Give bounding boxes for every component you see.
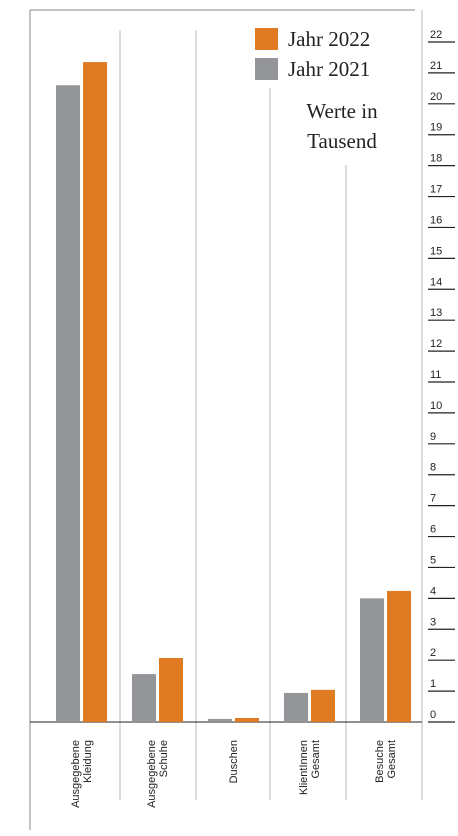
bar bbox=[235, 717, 259, 722]
y-tick-label: 4 bbox=[430, 585, 436, 597]
y-tick-label: 2 bbox=[430, 647, 436, 659]
label-line: Gesamt bbox=[386, 740, 398, 779]
y-tick-label: 0 bbox=[430, 709, 436, 721]
label-line: Ausgegebene bbox=[146, 740, 158, 808]
y-tick-label: 22 bbox=[430, 29, 442, 41]
y-tick-label: 8 bbox=[430, 462, 436, 474]
y-tick-label: 6 bbox=[430, 524, 436, 536]
y-tick-label: 3 bbox=[430, 616, 436, 628]
x-tick-label: BesucheGesamt bbox=[374, 740, 398, 783]
label-line: KlientInnen bbox=[298, 740, 310, 795]
y-tick-label: 13 bbox=[430, 307, 442, 319]
bar bbox=[83, 62, 107, 723]
label-line: Gesamt bbox=[310, 740, 322, 779]
label-line: Schuhe bbox=[158, 740, 170, 777]
annotation: Tausend bbox=[307, 129, 377, 153]
y-tick-label: 20 bbox=[430, 91, 442, 103]
annotation: Werte in bbox=[306, 99, 378, 123]
bar bbox=[56, 85, 80, 723]
y-tick-label: 19 bbox=[430, 122, 442, 134]
y-tick-label: 15 bbox=[430, 245, 442, 257]
y-tick-label: 18 bbox=[430, 153, 442, 165]
y-tick-label: 5 bbox=[430, 554, 436, 566]
label-line: Kleidung bbox=[82, 740, 94, 783]
bar bbox=[387, 590, 411, 722]
x-tick-label: KlientInnenGesamt bbox=[298, 740, 322, 795]
y-tick-label: 9 bbox=[430, 431, 436, 443]
y-tick-label: 17 bbox=[430, 184, 442, 196]
bar bbox=[284, 692, 308, 722]
x-tick-label: AusgegebeneKleidung bbox=[70, 740, 94, 808]
legend-swatch bbox=[255, 28, 278, 50]
legend-swatch bbox=[255, 58, 278, 80]
legend-label: Jahr 2022 bbox=[288, 27, 370, 51]
y-tick-label: 1 bbox=[430, 678, 436, 690]
label-line: Ausgegebene bbox=[70, 740, 82, 808]
bar bbox=[208, 718, 232, 722]
legend-label: Jahr 2021 bbox=[288, 57, 370, 81]
y-tick-label: 10 bbox=[430, 400, 442, 412]
x-tick-label: Duschen bbox=[228, 740, 240, 783]
y-tick-label: 11 bbox=[430, 369, 441, 381]
y-tick-label: 21 bbox=[430, 60, 442, 72]
bar bbox=[132, 674, 156, 722]
bar bbox=[311, 689, 335, 722]
bar bbox=[360, 598, 384, 722]
y-tick-label: 7 bbox=[430, 493, 436, 505]
y-tick-label: 16 bbox=[430, 214, 442, 226]
y-tick-label: 14 bbox=[430, 276, 442, 288]
x-tick-label: AusgegebeneSchuhe bbox=[146, 740, 170, 808]
label-line: Besuche bbox=[374, 740, 386, 783]
bar bbox=[159, 658, 183, 722]
y-tick-label: 12 bbox=[430, 338, 442, 350]
